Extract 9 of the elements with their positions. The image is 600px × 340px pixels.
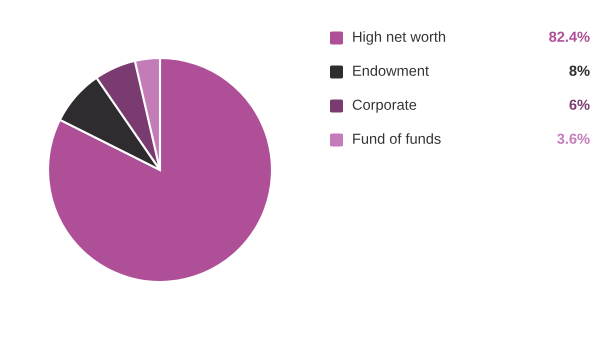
- legend-label: Endowment: [353, 65, 429, 76]
- data-label: 82.4%: [549, 32, 590, 42]
- legend-label: Fund of funds: [353, 133, 441, 144]
- data-label: 6%: [569, 100, 590, 110]
- pie-slice: [46, 56, 274, 284]
- legend-label: Corporate: [352, 100, 416, 113]
- data-label: 8%: [569, 66, 590, 76]
- legend-label: High net worth: [353, 31, 446, 45]
- data-label: 3.6%: [557, 134, 590, 144]
